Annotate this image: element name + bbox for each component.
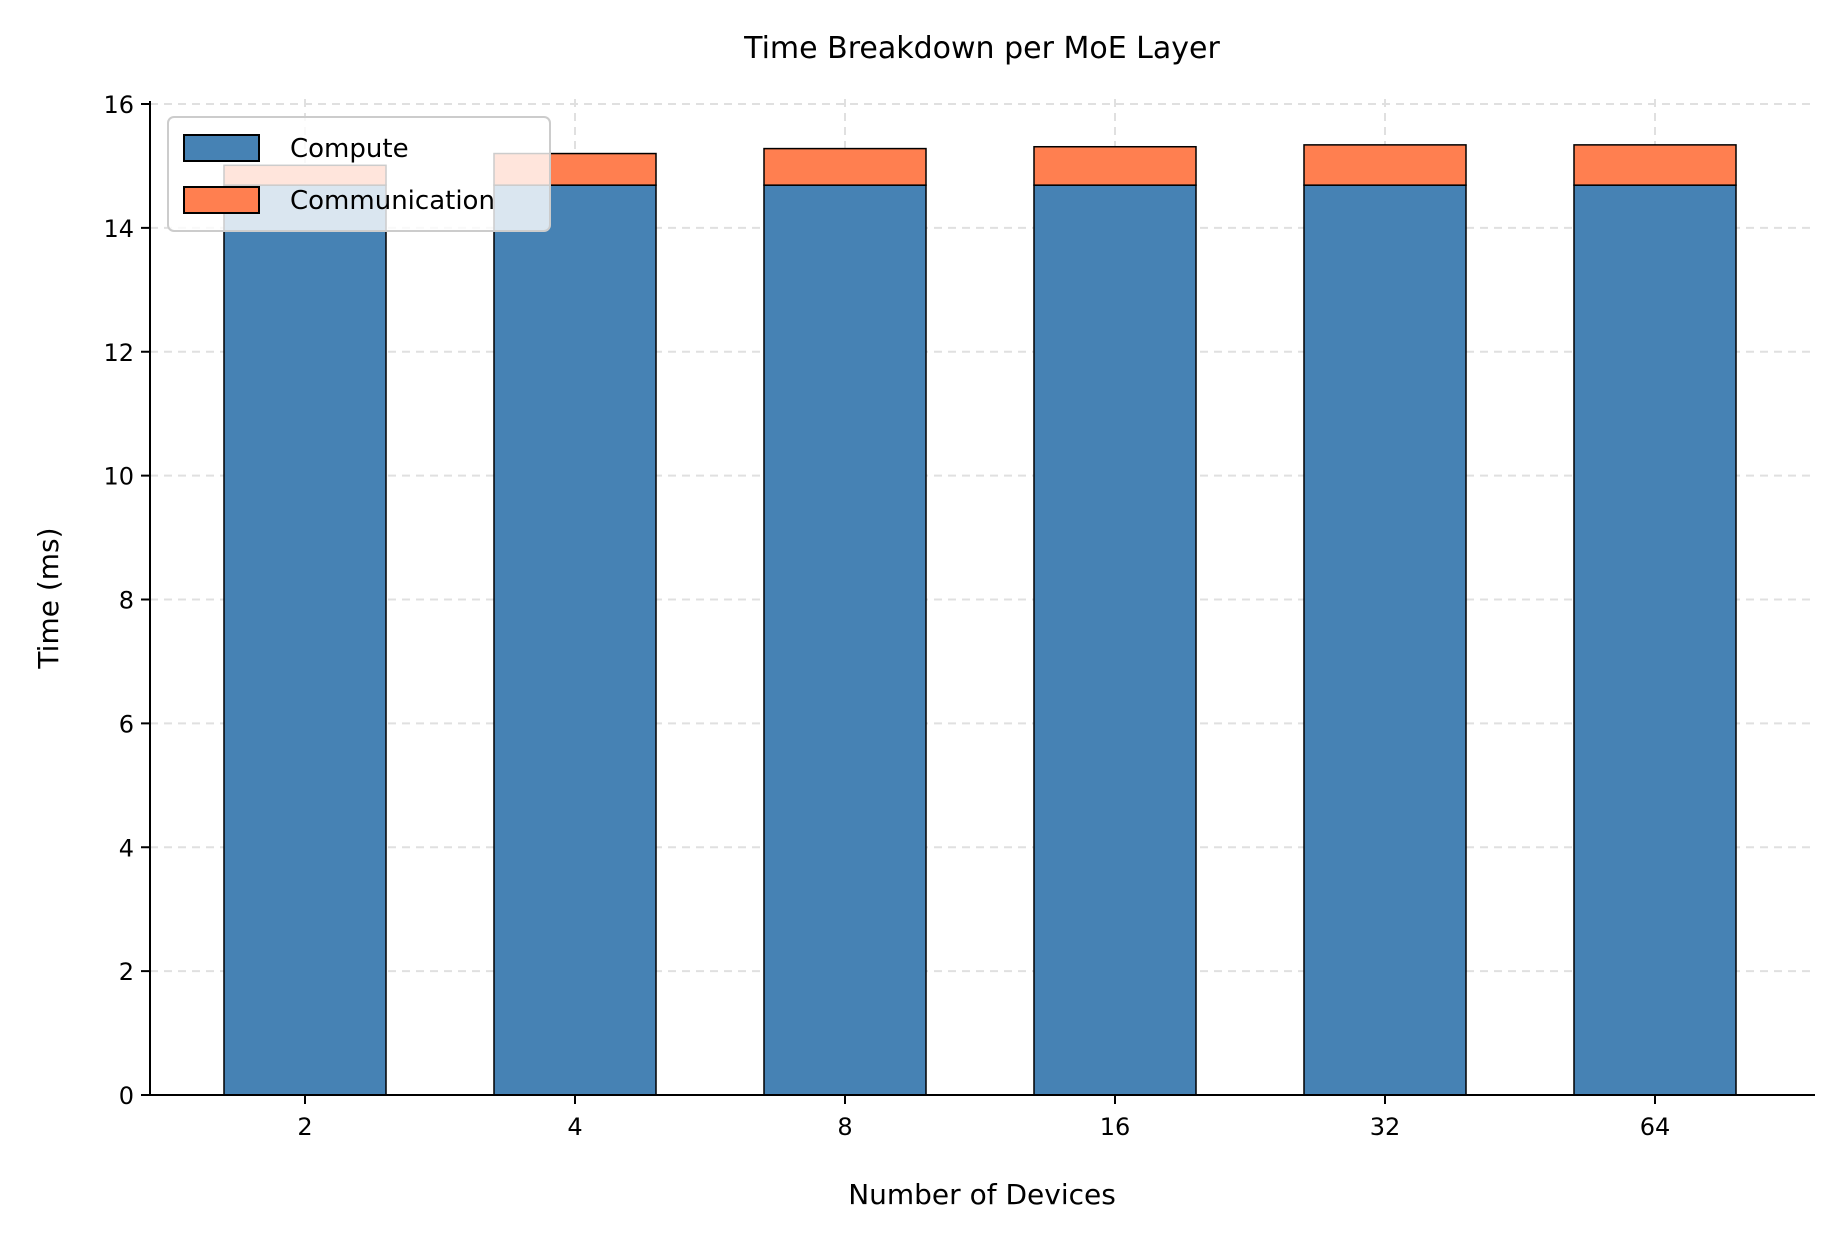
y-axis-label: Time (ms) xyxy=(32,527,65,669)
bar-communication-16 xyxy=(1033,145,1197,186)
svg-text:14: 14 xyxy=(103,215,134,243)
svg-text:32: 32 xyxy=(1370,1113,1401,1141)
axes xyxy=(149,101,1815,1096)
grid-lines xyxy=(150,99,1815,1096)
svg-text:8: 8 xyxy=(119,587,134,615)
bar-compute-8 xyxy=(763,184,927,1096)
legend: Compute Communication xyxy=(167,116,551,232)
svg-text:2: 2 xyxy=(297,1113,312,1141)
svg-text:64: 64 xyxy=(1640,1113,1671,1141)
legend-label-compute: Compute xyxy=(290,134,409,164)
svg-text:12: 12 xyxy=(103,339,134,367)
bar-compute-4 xyxy=(493,184,657,1096)
chart-title: Time Breakdown per MoE Layer xyxy=(743,31,1220,66)
x-axis-ticks: 2 4 8 16 32 64 xyxy=(297,1095,1670,1141)
legend-swatch-compute xyxy=(183,134,260,162)
legend-swatch-communication xyxy=(183,186,260,214)
legend-label-communication: Communication xyxy=(290,186,495,216)
svg-text:4: 4 xyxy=(567,1113,582,1141)
y-axis-ticks: 0 2 4 6 8 10 12 14 16 xyxy=(103,91,150,1110)
svg-text:10: 10 xyxy=(103,463,134,491)
svg-text:16: 16 xyxy=(103,91,134,119)
svg-text:6: 6 xyxy=(119,710,134,738)
bar-compute-16 xyxy=(1033,184,1197,1096)
bar-communication-8 xyxy=(763,147,927,186)
bar-compute-64 xyxy=(1573,184,1737,1096)
svg-text:4: 4 xyxy=(119,834,134,862)
svg-text:2: 2 xyxy=(119,958,134,986)
bars xyxy=(223,144,1737,1096)
svg-text:0: 0 xyxy=(119,1082,134,1110)
svg-text:16: 16 xyxy=(1100,1113,1131,1141)
bar-communication-64 xyxy=(1573,144,1737,186)
x-axis-label: Number of Devices xyxy=(848,1178,1116,1211)
bar-compute-2 xyxy=(223,184,387,1096)
svg-text:8: 8 xyxy=(837,1113,852,1141)
bar-compute-32 xyxy=(1303,184,1467,1096)
bar-communication-32 xyxy=(1303,144,1467,186)
